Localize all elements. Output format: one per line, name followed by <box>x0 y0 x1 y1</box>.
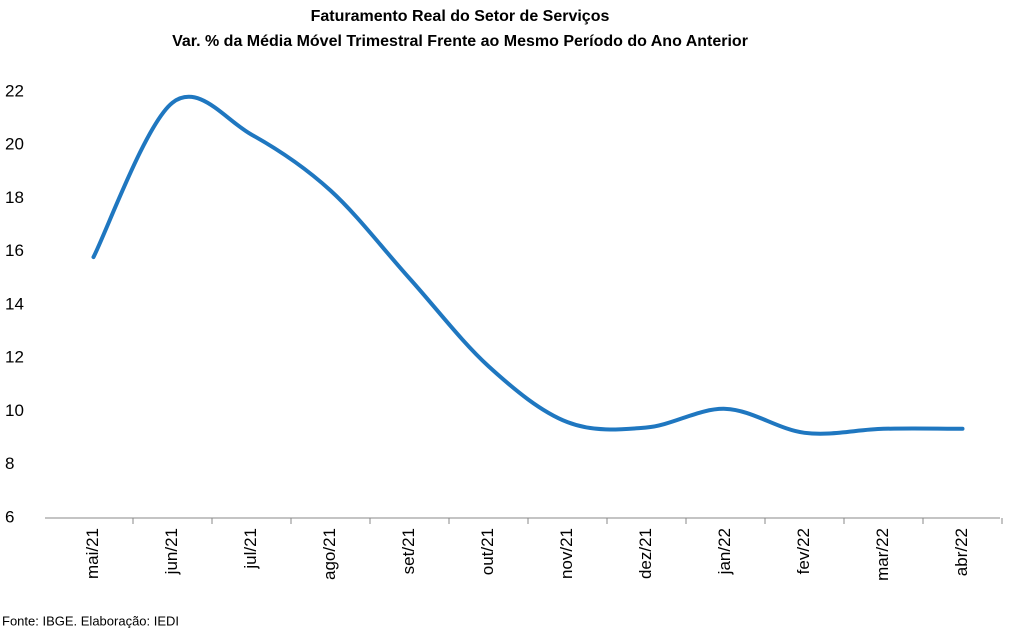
x-tick-label: abr/22 <box>952 528 971 576</box>
x-tick-label: dez/21 <box>636 528 655 579</box>
line <box>91 94 965 436</box>
y-tick-label: 6 <box>5 507 14 526</box>
y-tick-label: 8 <box>5 454 14 473</box>
y-tick-label: 18 <box>5 188 24 207</box>
x-tick-label: set/21 <box>399 528 418 574</box>
source: Fonte: IBGE. Elaboração: IEDI <box>2 613 179 628</box>
x-tick-label: mar/22 <box>873 528 892 581</box>
chart-title: Faturamento Real do Setor de Serviços <box>311 8 610 25</box>
y-tick-label: 12 <box>5 348 24 367</box>
x-tick-label: jul/21 <box>241 528 260 570</box>
x-tick-label: mai/21 <box>83 528 102 579</box>
x-tick-label: jun/21 <box>162 528 181 575</box>
x-tick-label: fev/22 <box>794 528 813 574</box>
y-tick-label: 20 <box>5 135 24 154</box>
chart-subtitle: Var. % da Média Móvel Trimestral Frente … <box>172 33 748 50</box>
y-tick-label: 14 <box>5 294 24 313</box>
x-tick-label: nov/21 <box>557 528 576 579</box>
x-tick-label: jan/22 <box>715 528 734 575</box>
x-tick-label: out/21 <box>478 528 497 575</box>
y-tick-label: 22 <box>5 81 24 100</box>
x-tick-label: ago/21 <box>320 528 339 580</box>
y-tick-label: 16 <box>5 241 24 260</box>
y-tick-label: 10 <box>5 401 24 420</box>
